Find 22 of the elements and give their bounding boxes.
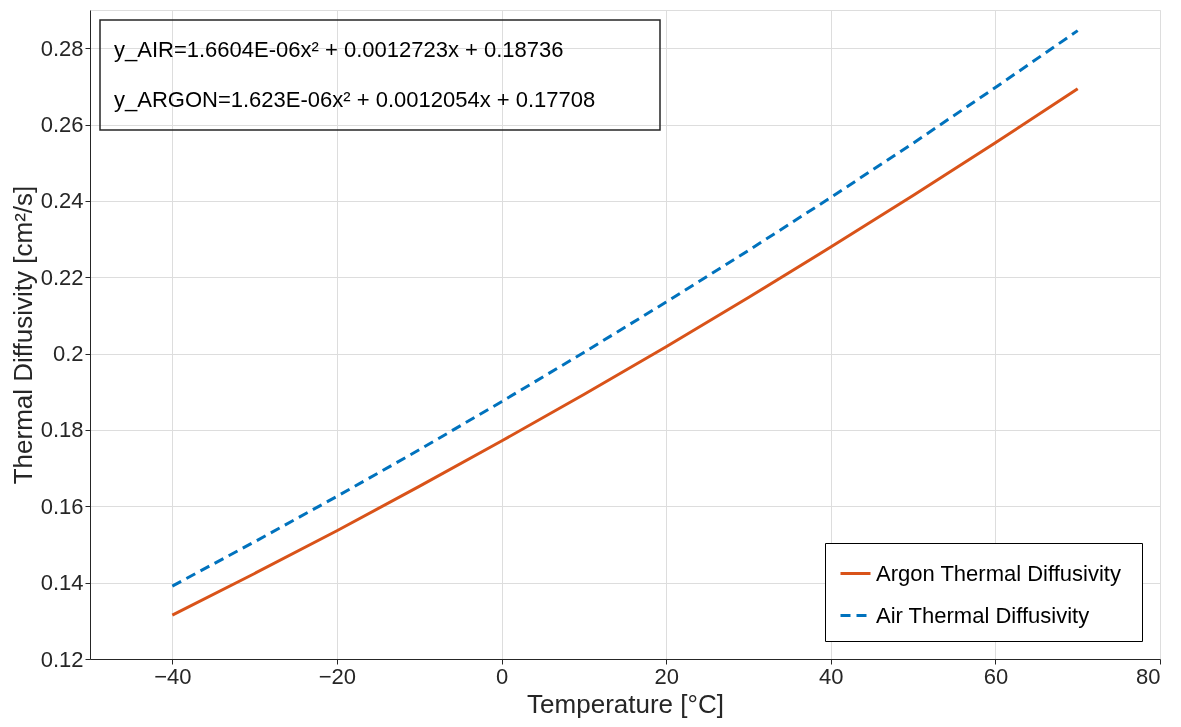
y-tick-label: 0.24	[40, 188, 84, 214]
x-tick-label: 40	[819, 663, 844, 689]
x-tick-label: 60	[983, 663, 1009, 689]
x-tick-label: −20	[318, 663, 357, 689]
x-tick-label: −40	[154, 663, 192, 689]
y-tick-label: 0.18	[40, 417, 84, 443]
y-tick-label: 0.2	[52, 341, 84, 367]
annotation: y_AIR=1.6604E-06x² + 0.0012723x + 0.18736	[114, 37, 564, 62]
legend-label: Air Thermal Diffusivity	[876, 602, 1090, 628]
annotation: y_ARGON=1.623E-06x² + 0.0012054x + 0.17708	[114, 87, 596, 112]
y-axis-title: Thermal Diffusivity [cm²/s]	[7, 185, 38, 485]
legend-label: Argon Thermal Diffusivity	[876, 560, 1121, 586]
x-tick-label: 0	[495, 663, 509, 689]
y-tick-label: 0.22	[40, 264, 84, 290]
x-tick-label: 80	[1136, 663, 1161, 689]
x-tick-label: 20	[654, 663, 679, 689]
y-tick-label: 0.12	[40, 646, 84, 672]
y-tick-label: 0.14	[40, 570, 84, 596]
y-tick-label: 0.28	[40, 35, 84, 61]
y-tick-label: 0.26	[40, 112, 84, 138]
x-axis-title: Temperature [°C]	[527, 688, 724, 719]
y-tick-label: 0.16	[40, 493, 84, 519]
